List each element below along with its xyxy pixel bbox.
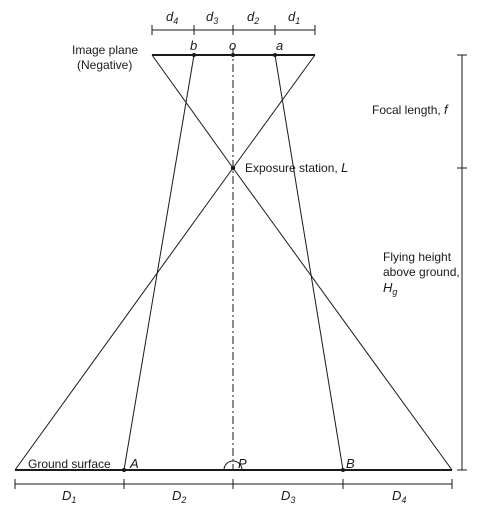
ray-left-outer [151, 54, 234, 169]
label-D2: D2 [172, 488, 186, 505]
point-A-dot [122, 468, 126, 472]
exposure-station-dot [230, 165, 236, 171]
ray-right-outer-lower [232, 167, 453, 471]
point-B-dot [341, 468, 345, 472]
label-d2: d2 [247, 9, 259, 26]
label-point-A: A [129, 456, 139, 471]
point-b-dot [192, 53, 196, 57]
point-o-dot [231, 53, 235, 57]
label-point-a: a [276, 38, 283, 53]
label-d1: d1 [288, 9, 300, 26]
label-D4: D4 [392, 488, 406, 505]
label-point-o: o [229, 38, 236, 53]
label-D3: D3 [281, 488, 295, 505]
label-flying-height-symbol: Hg [383, 280, 397, 297]
label-focal-length: Focal length, f [372, 102, 449, 117]
label-point-P: P [238, 456, 247, 471]
label-exposure-station: Exposure station, L [245, 160, 348, 175]
label-above-ground: above ground, [383, 265, 460, 279]
ray-right-outer [232, 54, 316, 169]
label-flying-height: Flying height [383, 250, 452, 264]
label-d4: d4 [166, 9, 178, 26]
point-a-dot [273, 53, 277, 57]
ray-a-to-B [274, 54, 344, 471]
label-point-B: B [346, 456, 355, 471]
label-D1: D1 [62, 488, 76, 505]
ray-b-to-A [123, 54, 195, 471]
label-image-plane: Image plane [72, 43, 138, 57]
label-d3: d3 [206, 9, 218, 26]
label-ground-surface: Ground surface [28, 457, 111, 471]
ray-left-outer-lower [14, 167, 234, 471]
label-point-b: b [190, 38, 197, 53]
label-image-plane-negative: (Negative) [77, 58, 132, 72]
right-angle-mark [223, 460, 243, 471]
